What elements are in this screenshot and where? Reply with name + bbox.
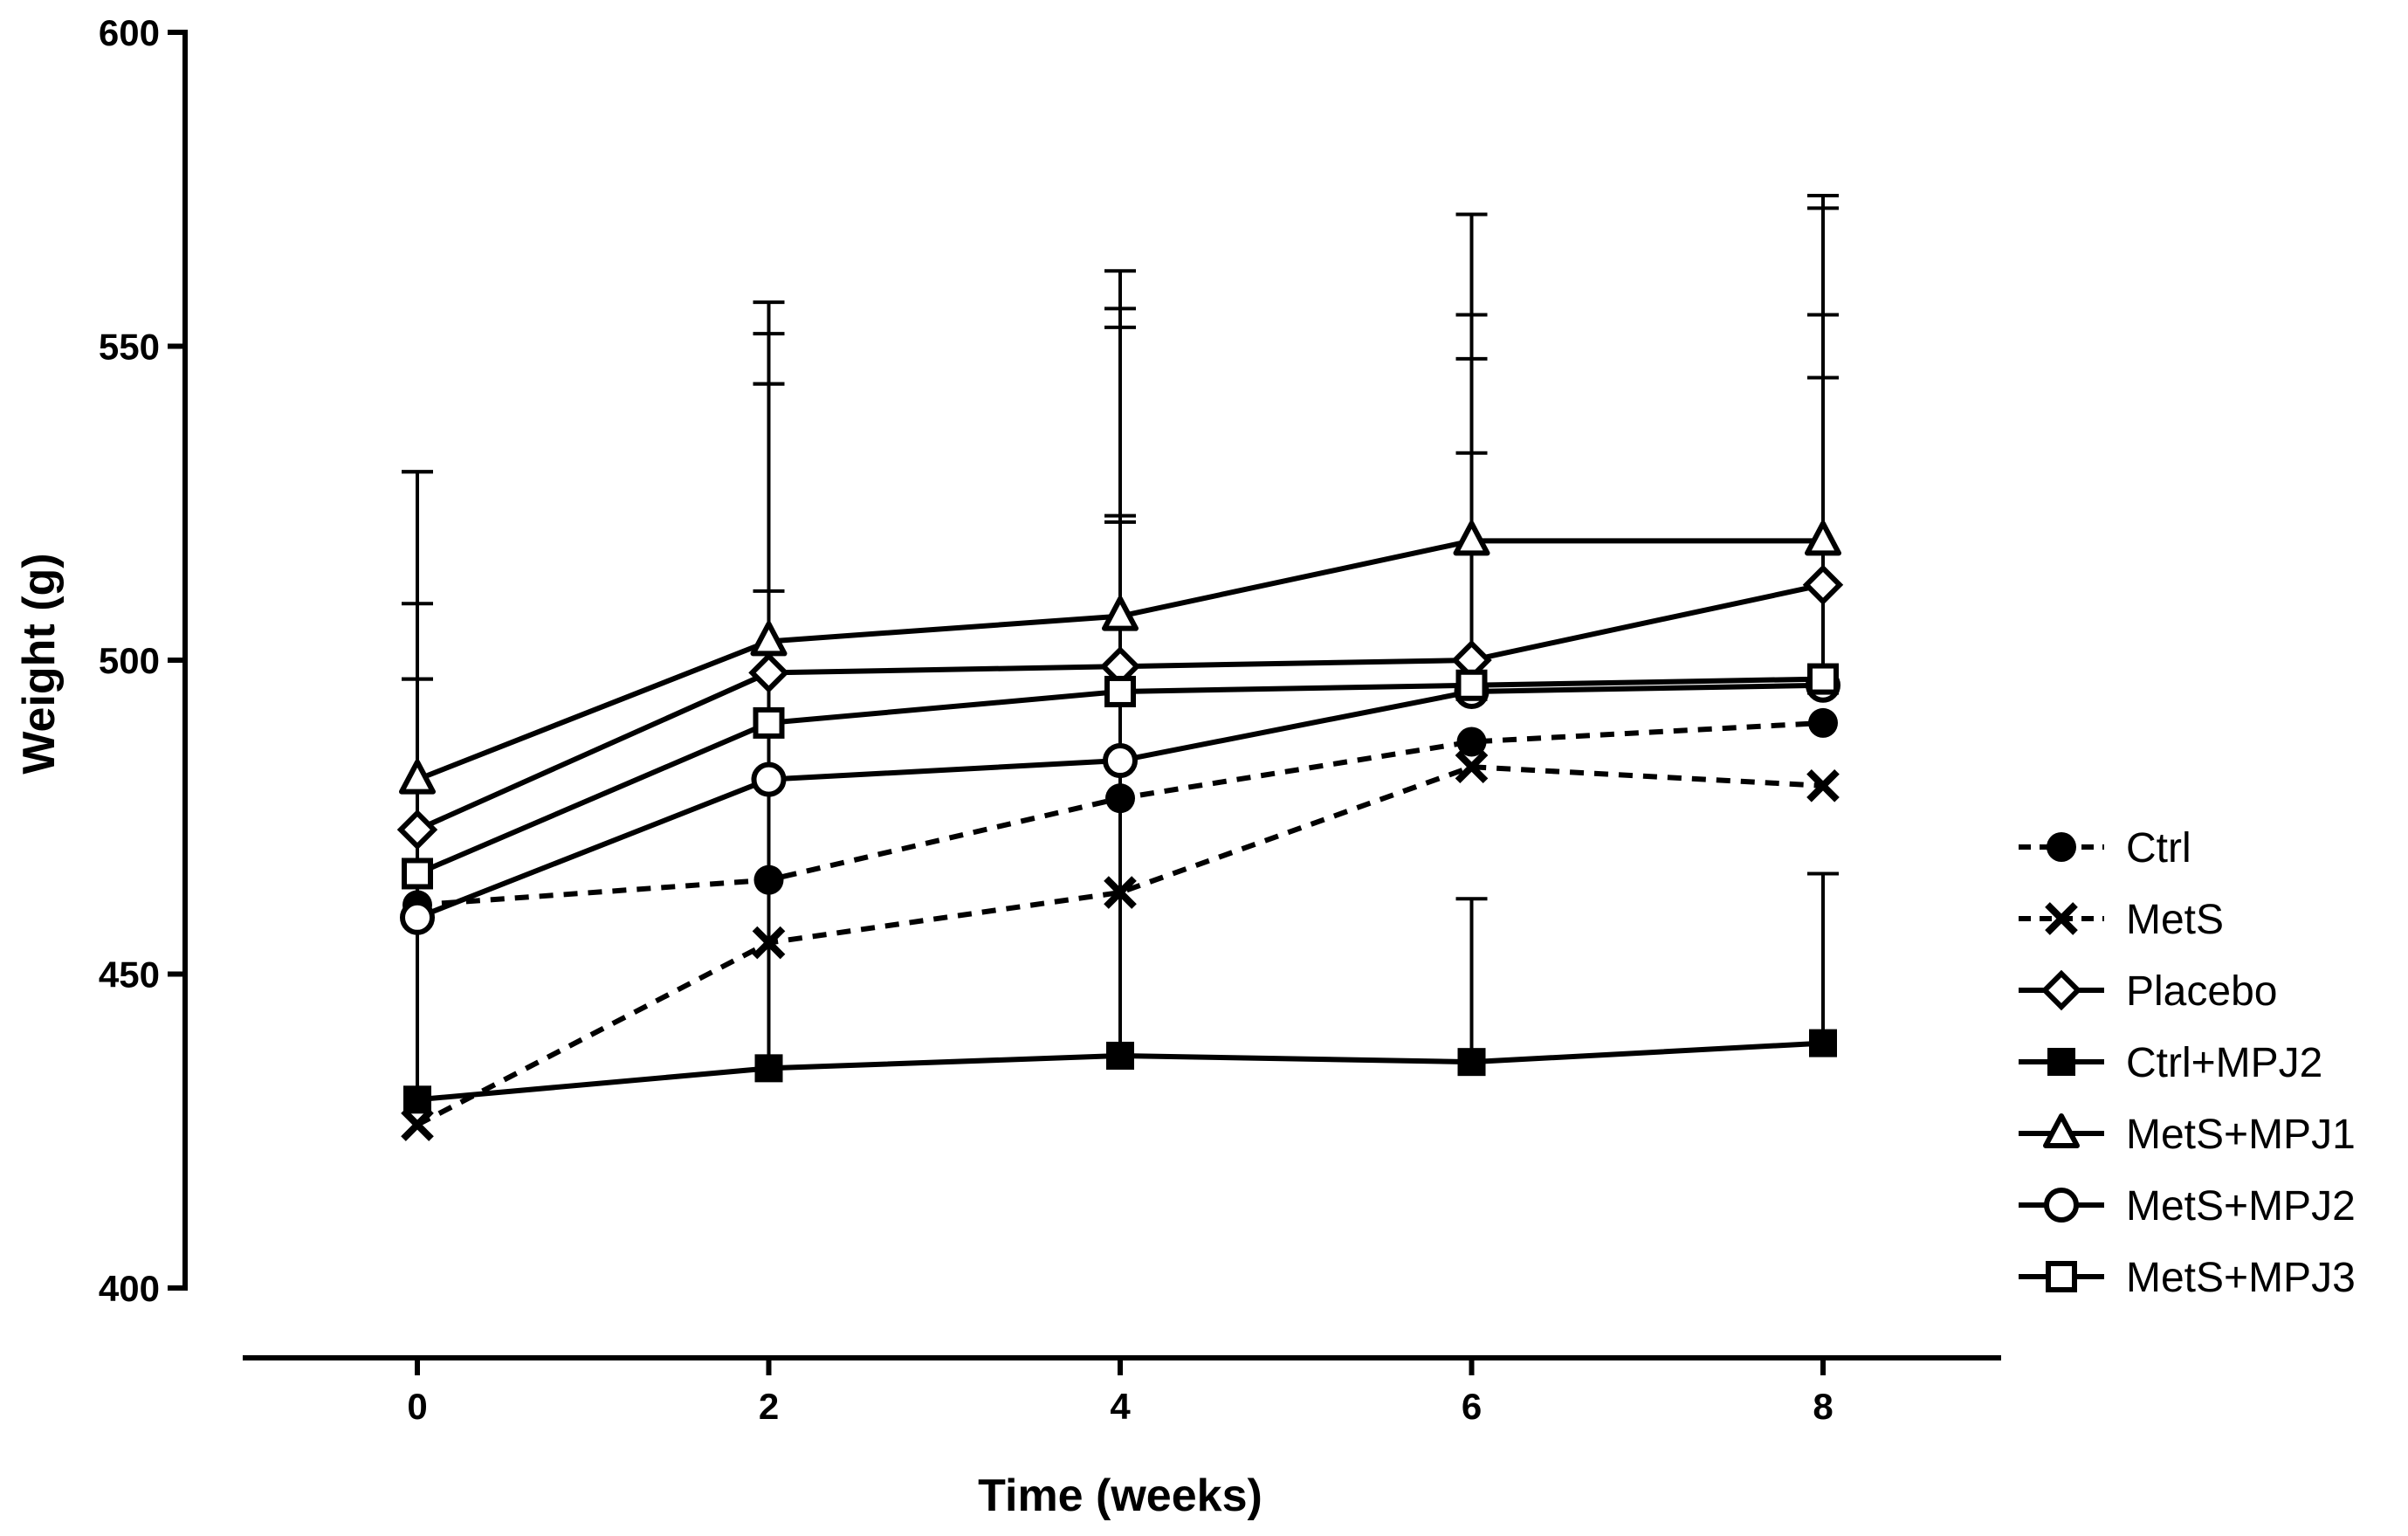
legend-marker-mets-mpj3	[2046, 1261, 2077, 1292]
marker-ctrl-6	[1456, 727, 1487, 757]
legend-label-ctrl-mpj2: Ctrl+MPJ2	[2126, 1040, 2322, 1086]
y-tick-label-550: 550	[99, 327, 160, 368]
marker-mets-4	[1104, 876, 1137, 909]
marker-mets-mpj1-2	[750, 621, 788, 657]
y-tick-label-450: 450	[99, 954, 160, 995]
marker-placebo-8	[1802, 564, 1844, 605]
legend-marker-placebo	[2040, 969, 2082, 1011]
legend-label-mets-mpj3: MetS+MPJ3	[2126, 1255, 2356, 1301]
marker-mets-mpj2-0	[400, 899, 435, 935]
marker-ctrl-2	[753, 864, 784, 895]
marker-mets-mpj1-6	[1453, 520, 1490, 556]
marker-ctrl-mpj2-8	[1809, 1029, 1837, 1057]
marker-mets-0	[401, 1108, 434, 1141]
legend-marker-mets-mpj2	[2044, 1188, 2079, 1223]
marker-ctrl-mpj2-0	[403, 1085, 431, 1114]
marker-mets-mpj3-4	[1104, 675, 1136, 707]
legend-marker-ctrl	[2047, 832, 2076, 862]
legend-label-mets-mpj1: MetS+MPJ1	[2126, 1112, 2356, 1158]
marker-mets-mpj3-0	[402, 858, 433, 890]
marker-ctrl-8	[1808, 707, 1838, 738]
marker-ctrl-mpj2-6	[1457, 1048, 1486, 1077]
x-tick-label-0: 0	[407, 1386, 427, 1427]
x-tick-label-2: 2	[759, 1386, 779, 1427]
marker-ctrl-mpj2-4	[1106, 1041, 1134, 1070]
legend-marker-mets-mpj1	[2043, 1113, 2080, 1148]
y-tick-label-600: 600	[99, 12, 160, 53]
legend: Ctrl MetS Placebo Ctrl+MPJ2 MetS+MPJ1 MetS+MP…	[2019, 825, 2356, 1301]
y-tick-label-500: 500	[99, 640, 160, 681]
marker-mets-mpj1-8	[1805, 520, 1841, 556]
legend-marker-ctrl-mpj2	[2047, 1048, 2075, 1076]
legend-label-mets-mpj2: MetS+MPJ2	[2126, 1183, 2356, 1229]
x-tick-label-8: 8	[1813, 1386, 1833, 1427]
x-tick-label-6: 6	[1462, 1386, 1482, 1427]
marker-ctrl-4	[1105, 783, 1135, 814]
marker-placebo-2	[748, 652, 789, 693]
y-tick-label-400: 400	[99, 1268, 160, 1309]
marker-mets-mpj1-4	[1102, 596, 1139, 631]
series-markers	[396, 520, 1844, 1141]
legend-label-mets: MetS	[2126, 897, 2224, 943]
marker-ctrl-mpj2-2	[754, 1054, 783, 1083]
legend-label-placebo: Placebo	[2126, 968, 2277, 1015]
marker-placebo-0	[396, 809, 438, 851]
marker-mets-mpj2-2	[751, 761, 787, 797]
legend-marker-mets	[2045, 902, 2078, 935]
y-axis-title: Weight (g)	[14, 553, 65, 774]
axes: 400 450 500 550 600 0 2 4 6 8	[99, 12, 2001, 1427]
marker-mets-8	[1806, 768, 1840, 802]
marker-mets-mpj1-0	[399, 759, 436, 795]
marker-mets-mpj2-4	[1103, 743, 1138, 779]
marker-mets-mpj3-6	[1455, 669, 1488, 701]
marker-mets-6	[1455, 750, 1489, 784]
legend-label-ctrl: Ctrl	[2126, 825, 2191, 871]
marker-mets-mpj3-2	[753, 706, 785, 739]
marker-mets-2	[752, 926, 786, 960]
marker-mets-mpj3-8	[1807, 663, 1839, 695]
x-tick-label-4: 4	[1110, 1386, 1131, 1427]
x-axis-title: Time (weeks)	[978, 1471, 1262, 1521]
